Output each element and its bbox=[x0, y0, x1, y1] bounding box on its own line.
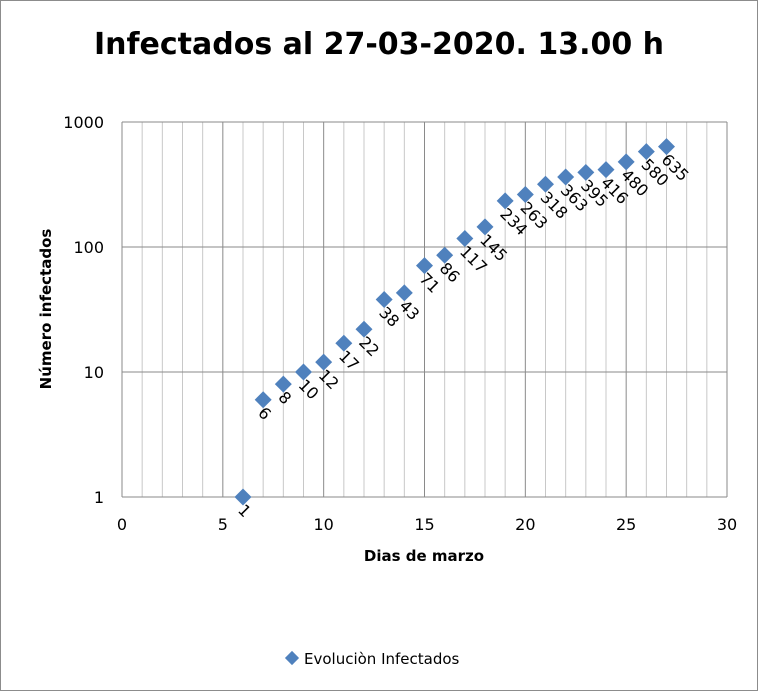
y-tick-label: 1000 bbox=[63, 113, 104, 132]
data-point bbox=[637, 143, 655, 161]
legend-label: Evoluciòn Infectados bbox=[304, 650, 460, 668]
data-point bbox=[274, 375, 292, 393]
data-point bbox=[315, 353, 333, 371]
data-point bbox=[254, 391, 272, 409]
data-point bbox=[658, 138, 675, 156]
data-labels: 168 1012172238437186117145234263318363395… bbox=[234, 150, 693, 521]
data-point bbox=[456, 229, 474, 247]
data-point bbox=[597, 161, 615, 179]
x-tick-label: 10 bbox=[313, 515, 333, 534]
data-label: 8 bbox=[275, 388, 296, 409]
x-tick-label: 25 bbox=[616, 515, 636, 534]
y-tick-label: 1 bbox=[94, 488, 104, 507]
legend-marker bbox=[284, 650, 300, 666]
data-point bbox=[335, 334, 353, 352]
x-axis-ticks: 0 5 10 15 20 25 30 bbox=[117, 515, 737, 534]
data-point bbox=[476, 218, 494, 236]
x-tick-label: 20 bbox=[515, 515, 535, 534]
data-label: 6 bbox=[254, 403, 275, 424]
grid bbox=[121, 121, 728, 498]
x-axis-title: Dias de marzo bbox=[364, 547, 484, 565]
data-point bbox=[516, 186, 534, 203]
x-tick-label: 30 bbox=[717, 515, 737, 534]
data-label: 17 bbox=[335, 347, 363, 375]
data-point bbox=[416, 257, 433, 275]
data-point bbox=[617, 153, 635, 171]
data-point bbox=[395, 284, 413, 302]
data-point bbox=[436, 246, 454, 264]
x-tick-label: 5 bbox=[218, 515, 228, 534]
data-point bbox=[234, 488, 252, 506]
chart-title: Infectados al 27-03-2020. 13.00 h bbox=[94, 27, 664, 62]
y-axis-ticks: 1 10 100 1000 bbox=[63, 113, 104, 507]
data-point bbox=[496, 192, 514, 210]
y-tick-label: 10 bbox=[84, 363, 104, 382]
data-point bbox=[295, 363, 312, 381]
y-axis-title: Número infectados bbox=[37, 229, 55, 390]
y-tick-label: 100 bbox=[73, 238, 104, 257]
data-point bbox=[537, 175, 554, 193]
data-points bbox=[234, 138, 675, 506]
legend: Evoluciòn Infectados bbox=[284, 650, 460, 668]
data-point bbox=[577, 163, 595, 181]
data-point bbox=[375, 291, 393, 309]
data-point bbox=[355, 320, 373, 338]
data-point bbox=[557, 168, 575, 186]
x-tick-label: 15 bbox=[414, 515, 434, 534]
data-label: 1 bbox=[234, 500, 255, 521]
x-tick-label: 0 bbox=[117, 515, 127, 534]
